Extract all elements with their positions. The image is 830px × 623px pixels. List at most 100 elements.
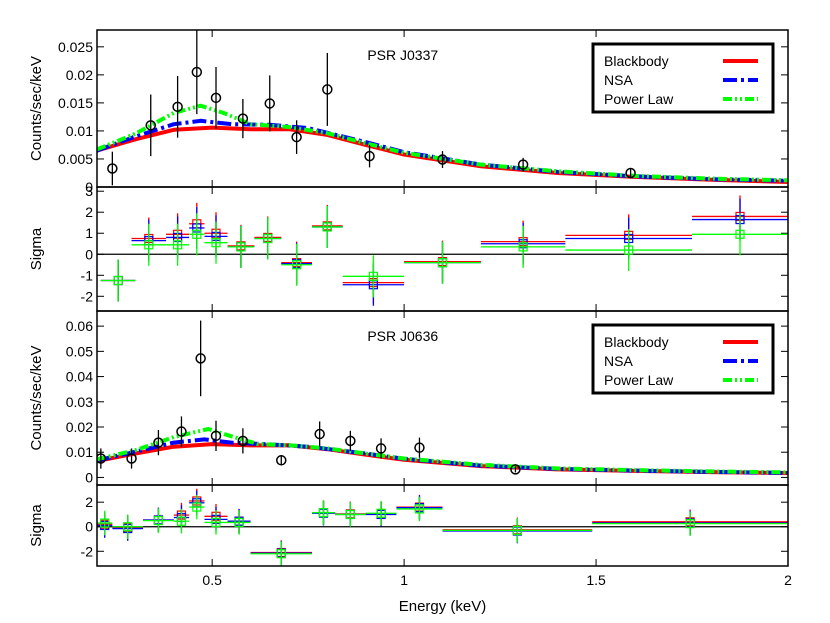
- residual-marker: [113, 275, 123, 286]
- y-tick-label: 0: [85, 519, 93, 535]
- y-tick-label: 0.03: [66, 394, 93, 410]
- residual-marker: [100, 518, 110, 528]
- residual-marker: [236, 242, 246, 252]
- y-tick-label: 2: [85, 204, 93, 220]
- plot-area: [97, 320, 788, 476]
- panel-frame: [96, 484, 789, 567]
- y-tick-label: 0: [85, 246, 93, 262]
- panel-j0337-counts: 0 0.005 0.01 0.015 0.02 0.025 Counts/sec/keV PS…: [28, 29, 789, 195]
- residual-marker: [153, 515, 164, 526]
- residual-series-power-law: [97, 494, 788, 566]
- y-tick-label: 0.01: [66, 123, 93, 139]
- legend: Blackbody NSA Power Law: [591, 42, 775, 114]
- data-point: [97, 453, 107, 464]
- residual-marker: [685, 519, 695, 529]
- y-tick-label: 0.01: [66, 444, 93, 460]
- legend-label: Power Law: [604, 91, 674, 107]
- data-point: [314, 428, 325, 440]
- y-tick-label: -2: [81, 288, 94, 304]
- y-axis-label: Counts/sec/keV: [28, 345, 45, 450]
- y-tick-label: 0.02: [66, 67, 93, 83]
- data-point: [172, 101, 183, 113]
- data-point: [237, 435, 249, 447]
- data-point: [210, 92, 222, 104]
- residual-marker: [735, 229, 745, 239]
- residual-marker: [518, 242, 528, 252]
- residual-marker: [345, 509, 355, 520]
- residual-marker: [318, 508, 329, 518]
- y-tick-label: 1: [85, 225, 93, 241]
- data-point: [291, 131, 302, 143]
- y-axis-label: Sigma: [28, 227, 45, 270]
- residual-marker: [414, 504, 425, 514]
- residual-marker: [624, 245, 634, 255]
- residual-marker: [173, 240, 183, 250]
- residual-series-power-law: [100, 205, 788, 302]
- residual-marker: [211, 238, 221, 248]
- data-point: [364, 150, 375, 162]
- model-curve-power-law: [97, 427, 788, 475]
- data-point: [153, 437, 164, 448]
- y-tick-label: 0.005: [58, 151, 93, 167]
- data-point: [517, 159, 529, 170]
- y-tick-label: 0.05: [66, 343, 93, 359]
- data-point: [345, 435, 356, 447]
- y-tick-label: 0.015: [58, 95, 93, 111]
- panel-j0337-sigma: -2 -1 0 1 2 3 Sigma: [28, 183, 789, 312]
- y-tick-label: 0.06: [66, 318, 93, 334]
- legend-label: NSA: [604, 353, 633, 369]
- x-tick-label: 1.5: [586, 572, 606, 588]
- data-point: [625, 167, 636, 179]
- residual-marker: [234, 517, 244, 528]
- plot-area: [97, 30, 788, 186]
- legend-label: Blackbody: [604, 334, 669, 350]
- y-tick-label: -1: [81, 267, 94, 283]
- residual-marker: [376, 508, 386, 518]
- legend-label: Blackbody: [604, 53, 669, 69]
- data-point: [237, 113, 249, 124]
- y-tick-label: 0.025: [58, 39, 93, 55]
- data-point: [145, 120, 156, 131]
- data-point: [210, 430, 222, 442]
- residual-marker: [192, 229, 202, 239]
- y-tick-label: 2: [85, 494, 93, 510]
- data-point: [264, 98, 275, 109]
- data-point: [276, 455, 287, 466]
- data-point: [375, 443, 387, 454]
- residual-marker: [192, 502, 202, 512]
- residual-series-nsa: [100, 198, 788, 306]
- legend-label: Power Law: [604, 372, 674, 388]
- plot-area: [97, 195, 788, 306]
- panel-j0636-counts: 0 0.01 0.02 0.03 0.04 0.05 0.06 Counts/sec/keV P…: [28, 310, 789, 486]
- y-tick-label: 0.02: [66, 419, 93, 435]
- panel-annotation: PSR J0636: [367, 328, 438, 344]
- model-curve-power-law: [97, 103, 788, 183]
- residual-marker: [263, 233, 273, 244]
- data-point: [176, 426, 187, 437]
- residual-marker: [368, 271, 378, 281]
- y-tick-label: 0: [85, 179, 93, 195]
- residual-marker: [123, 522, 133, 532]
- residual-marker: [144, 240, 154, 250]
- data-point: [322, 84, 333, 95]
- data-point: [126, 453, 137, 464]
- residual-series-nsa: [97, 490, 788, 566]
- y-tick-label: 0.04: [66, 369, 93, 385]
- y-tick-label: -2: [81, 543, 94, 559]
- y-axis-label: Counts/sec/keV: [28, 56, 45, 161]
- residual-marker: [211, 517, 221, 528]
- x-tick-label: 1: [400, 572, 408, 588]
- residual-marker: [437, 258, 448, 268]
- data-point: [510, 464, 521, 475]
- residual-marker: [276, 549, 286, 559]
- data-point: [437, 154, 448, 165]
- residual-marker: [512, 525, 522, 536]
- x-tick-label: 0.5: [202, 572, 222, 588]
- legend: Blackbody NSA Power Law: [591, 323, 775, 395]
- data-point: [191, 66, 203, 78]
- model-curve-blackbody: [97, 442, 788, 476]
- data-point: [107, 163, 118, 174]
- plot-area: [97, 488, 788, 566]
- panel-annotation: PSR J0337: [367, 47, 438, 63]
